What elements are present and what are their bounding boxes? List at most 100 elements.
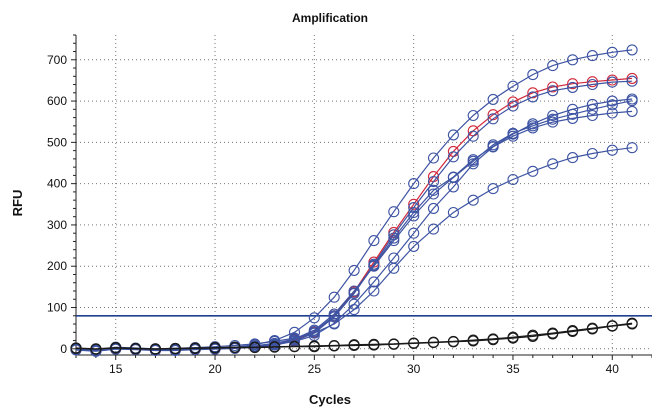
chart-title: Amplification [292, 11, 368, 25]
data-point [328, 291, 340, 303]
data-point [368, 276, 380, 288]
y-tick-label: 400 [47, 177, 67, 191]
data-point [467, 130, 479, 142]
data-point [348, 304, 360, 316]
data-point [408, 198, 420, 210]
data-point [467, 155, 479, 167]
data-point [507, 130, 519, 142]
data-point [447, 171, 459, 184]
y-tick-label: 500 [47, 135, 67, 149]
data-point [626, 72, 638, 84]
x-axis-label: Cycles [309, 392, 351, 407]
data-point [169, 343, 181, 355]
data-point [427, 223, 440, 235]
data-point [368, 260, 380, 272]
x-tick-label: 40 [606, 362, 620, 376]
data-point [626, 75, 638, 87]
data-point [189, 342, 201, 354]
data-point [586, 78, 598, 91]
data-point [427, 152, 440, 164]
data-point [626, 95, 638, 107]
data-point [269, 341, 281, 353]
x-tick-label: 25 [308, 362, 322, 376]
x-tick-label: 15 [109, 362, 123, 376]
data-point [427, 202, 440, 214]
data-point [408, 206, 420, 219]
data-point [626, 318, 638, 330]
data-point [606, 320, 618, 332]
y-tick-label: 700 [47, 53, 67, 67]
data-point [288, 332, 301, 344]
data-point [487, 93, 499, 105]
data-point [70, 342, 82, 354]
data-point [487, 334, 499, 346]
y-axis-label: RFU [10, 190, 25, 217]
data-point [567, 108, 579, 120]
data-point [586, 109, 598, 122]
data-point [606, 144, 618, 156]
data-point [567, 152, 579, 164]
data-point [388, 232, 400, 244]
data-point [527, 330, 539, 342]
x-tick-label: 35 [506, 362, 520, 376]
data-point [527, 69, 539, 81]
data-point [487, 141, 499, 153]
data-point [547, 109, 559, 122]
data-point [348, 264, 360, 276]
y-tick-label: 600 [47, 94, 67, 108]
data-point [388, 262, 400, 274]
data-point [408, 178, 420, 190]
series-line-9 [75, 323, 633, 350]
data-point [288, 326, 301, 338]
data-point [447, 336, 459, 348]
data-point [467, 335, 479, 347]
data-point [328, 340, 340, 352]
data-point [606, 76, 618, 88]
data-point [209, 342, 221, 354]
data-point [388, 338, 400, 350]
data-point [527, 91, 539, 103]
data-point [547, 113, 559, 125]
data-point [487, 113, 499, 125]
data-point [487, 183, 499, 195]
data-point [507, 96, 519, 108]
data-point [368, 235, 380, 247]
data-point [507, 127, 519, 139]
data-point [487, 109, 499, 121]
data-point [447, 129, 459, 141]
x-tick-label: 20 [208, 362, 222, 376]
data-point [507, 100, 519, 112]
data-point [507, 332, 519, 344]
data-point [547, 328, 559, 340]
data-point [547, 158, 559, 170]
data-point [547, 116, 559, 128]
data-point [606, 107, 618, 119]
data-point [110, 342, 122, 354]
y-tick-label: 0 [60, 342, 67, 356]
data-point [626, 44, 638, 56]
data-point [249, 342, 261, 354]
data-point [368, 339, 380, 351]
y-tick-label: 200 [47, 259, 67, 273]
data-point [547, 60, 559, 72]
data-point [427, 176, 440, 188]
data-point [547, 81, 559, 93]
data-point [626, 142, 638, 154]
data-point [527, 87, 539, 99]
data-point [408, 337, 420, 349]
data-point [606, 99, 618, 111]
data-point [308, 341, 320, 353]
data-point [308, 327, 320, 339]
plot-background [76, 35, 652, 355]
y-tick-label: 100 [47, 301, 67, 315]
data-point [408, 240, 420, 252]
data-point [606, 95, 618, 107]
data-point [308, 312, 320, 324]
data-point [567, 81, 579, 93]
data-point [567, 325, 579, 338]
data-point [507, 80, 519, 92]
data-point [149, 343, 161, 355]
data-point [567, 112, 579, 124]
data-point [626, 105, 638, 117]
